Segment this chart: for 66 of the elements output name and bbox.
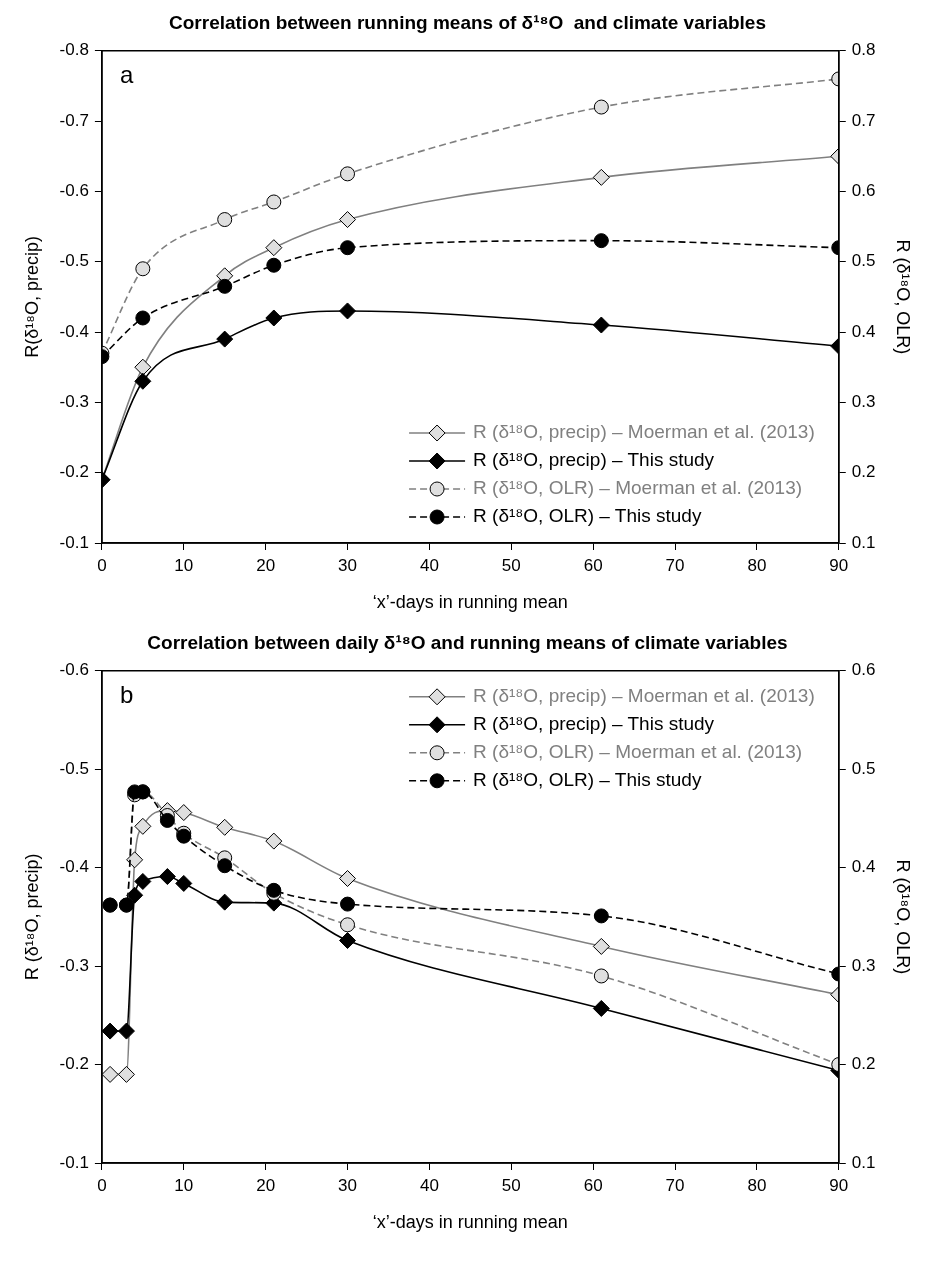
annotation: b (119, 681, 134, 709)
x-tick-label: 20 (256, 555, 276, 575)
x-tick-label: 10 (174, 555, 194, 575)
y-tick-label: -0.5 (59, 758, 89, 778)
x-tick-label: 90 (829, 555, 849, 575)
y2-axis-title: R (δ¹⁸O, OLR) (893, 859, 914, 975)
y-tick-label: -0.7 (59, 110, 89, 130)
y-tick-label: -0.4 (59, 857, 89, 877)
y2-tick-label: 0.2 (851, 462, 876, 482)
y2-tick-label: 0.5 (851, 758, 876, 778)
y-tick-label: -0.3 (59, 392, 89, 412)
y-tick-label: -0.6 (59, 181, 89, 201)
y-tick-label: -0.5 (59, 251, 89, 271)
y-tick-label: -0.3 (59, 955, 89, 975)
x-tick-label: 0 (97, 1175, 107, 1195)
y-tick-label: -0.6 (59, 660, 89, 680)
legend-label: R (δ¹⁸O, precip) – Moerman et al. (2013) (473, 685, 815, 707)
y-axis-title: R (δ¹⁸O, precip) (21, 853, 42, 981)
y-tick-label: -0.8 (59, 40, 89, 60)
legend-label: R (δ¹⁸O, precip) – This study (473, 449, 715, 471)
legend-label: R (δ¹⁸O, precip) – Moerman et al. (2013) (473, 421, 815, 443)
y2-tick-label: 0.1 (851, 532, 876, 552)
x-tick-label: 30 (338, 555, 357, 575)
y2-tick-label: 0.4 (851, 857, 876, 877)
x-tick-label: 70 (665, 555, 685, 575)
x-tick-label: 80 (747, 555, 767, 575)
x-tick-label: 30 (338, 1175, 357, 1195)
y2-tick-label: 0.3 (851, 955, 876, 975)
y2-axis-title: R (δ¹⁸O, OLR) (893, 239, 914, 355)
y2-tick-label: 0.5 (851, 251, 876, 271)
x-tick-label: 40 (419, 555, 439, 575)
legend-label: R (δ¹⁸O, OLR) – Moerman et al. (2013) (473, 741, 803, 763)
x-tick-label: 80 (747, 1175, 767, 1195)
x-tick-label: 10 (174, 1175, 194, 1195)
legend-label: R (δ¹⁸O, OLR) – This study (473, 769, 702, 791)
chart-title: Correlation between running means of δ¹⁸O and climate variables (169, 11, 766, 33)
legend-label: R (δ¹⁸O, precip) – This study (473, 713, 715, 735)
y2-tick-label: 0.6 (851, 181, 876, 201)
y2-tick-label: 0.4 (851, 321, 876, 341)
x-tick-label: 60 (583, 555, 603, 575)
legend-label: R (δ¹⁸O, OLR) – This study (473, 505, 702, 527)
y2-tick-label: 0.8 (851, 40, 876, 60)
y-tick-label: -0.1 (59, 532, 89, 552)
y2-tick-label: 0.7 (851, 110, 876, 130)
y-tick-label: -0.4 (59, 321, 89, 341)
legend-label: R (δ¹⁸O, OLR) – Moerman et al. (2013) (473, 477, 803, 499)
y2-tick-label: 0.3 (851, 392, 876, 412)
y2-tick-label: 0.6 (851, 660, 876, 680)
y-tick-label: -0.2 (59, 462, 89, 482)
y-axis-title: R(δ¹⁸O, precip) (21, 236, 42, 358)
x-axis-title: ‘x’-days in running mean (372, 592, 568, 613)
x-tick-label: 40 (419, 1175, 439, 1195)
x-tick-label: 50 (501, 1175, 521, 1195)
x-tick-label: 70 (665, 1175, 685, 1195)
y2-tick-label: 0.1 (851, 1152, 876, 1172)
x-axis-title: ‘x’-days in running mean (372, 1212, 568, 1233)
x-tick-label: 60 (583, 1175, 603, 1195)
x-tick-label: 20 (256, 1175, 276, 1195)
y2-tick-label: 0.2 (851, 1054, 876, 1074)
y-tick-label: -0.1 (59, 1152, 89, 1172)
x-tick-label: 50 (501, 555, 521, 575)
x-tick-label: 90 (829, 1175, 849, 1195)
annotation: a (119, 61, 134, 89)
y-tick-label: -0.2 (59, 1054, 89, 1074)
chart-title: Correlation between daily δ¹⁸O and running means of climate variables (147, 631, 788, 653)
x-tick-label: 0 (97, 555, 107, 575)
